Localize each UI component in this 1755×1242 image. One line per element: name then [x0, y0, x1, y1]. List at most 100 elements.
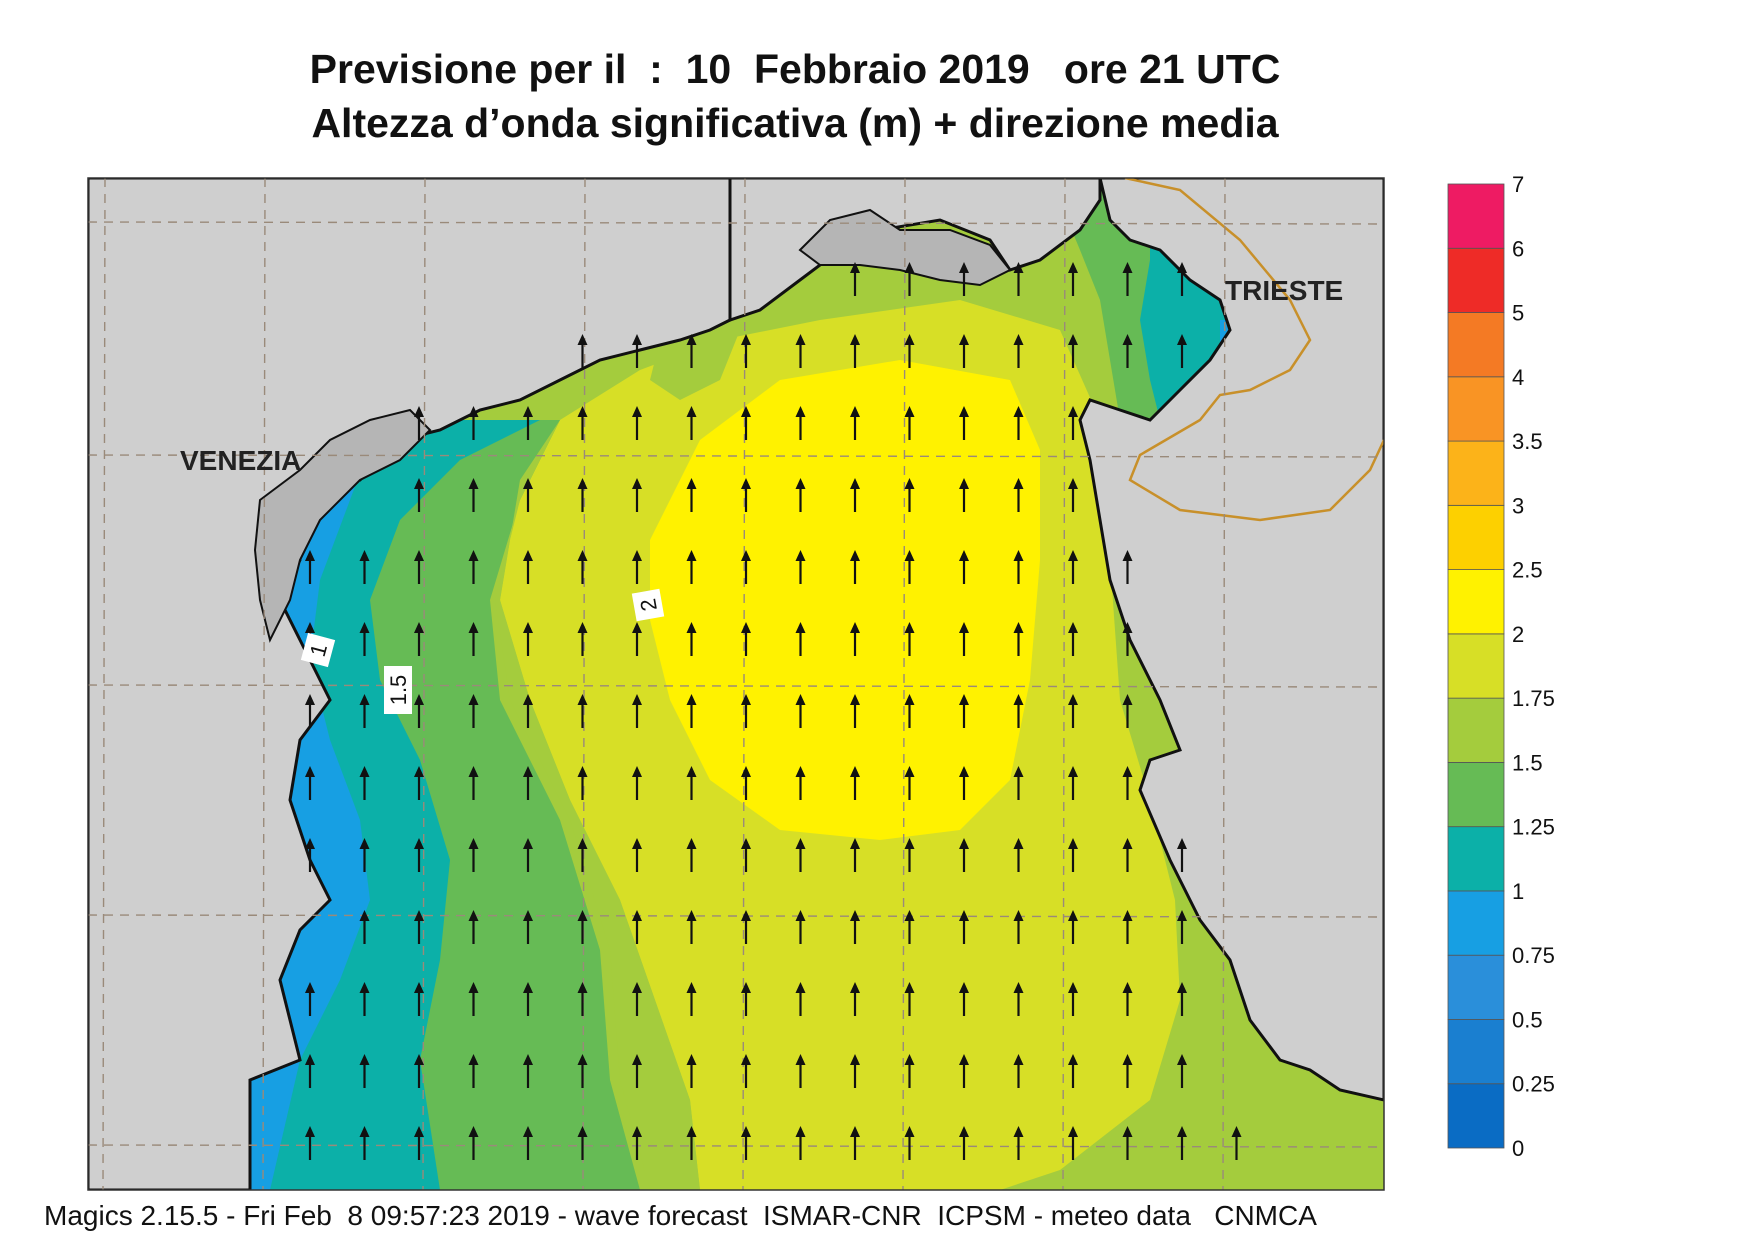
wave-direction-arrow	[1177, 262, 1187, 296]
wave-direction-arrow	[414, 910, 424, 944]
wave-direction-arrow	[414, 478, 424, 512]
wave-direction-arrow	[686, 478, 697, 512]
colorbar-swatch	[1447, 312, 1505, 378]
wave-direction-arrow	[686, 766, 697, 800]
colorbar-tick-label: 3.5	[1512, 429, 1543, 454]
wave-direction-arrow	[1013, 1126, 1024, 1160]
wave-direction-arrow	[1177, 1054, 1187, 1088]
map-area	[88, 178, 1384, 1190]
title-line-1: Previsione per il : 10 Febbraio 2019 ore…	[309, 46, 1281, 92]
wave-direction-arrow	[1177, 334, 1187, 368]
wave-direction-arrow	[632, 622, 642, 656]
wave-direction-arrow	[1068, 406, 1078, 440]
colorbar-tick-label: 4	[1512, 365, 1524, 390]
wave-direction-arrow	[850, 334, 860, 368]
wave-direction-arrow	[468, 1054, 479, 1088]
wave-direction-arrow	[632, 982, 642, 1016]
wave-direction-arrow	[686, 694, 697, 728]
wave-band-1-5-north	[650, 330, 740, 400]
wave-direction-arrow	[904, 694, 915, 728]
wave-direction-arrow	[686, 622, 697, 656]
wave-direction-arrow	[795, 406, 806, 440]
wave-direction-arrow	[305, 694, 315, 728]
wave-direction-arrow	[850, 550, 860, 584]
wave-direction-arrow	[795, 910, 806, 944]
wave-direction-arrow	[959, 766, 969, 800]
colorbar-swatch	[1447, 569, 1505, 635]
colorbar-swatch	[1447, 440, 1505, 506]
wave-direction-arrow	[359, 550, 370, 584]
wave-direction-arrow	[359, 622, 370, 656]
wave-direction-arrow	[577, 550, 588, 584]
wave-direction-arrow	[523, 550, 533, 584]
wave-direction-arrow	[795, 334, 806, 368]
wave-direction-arrow	[795, 478, 806, 512]
wave-direction-arrow	[850, 262, 860, 296]
wave-direction-arrow	[414, 838, 424, 872]
wave-direction-arrow	[1122, 982, 1133, 1016]
wave-direction-arrow	[1068, 910, 1078, 944]
wave-direction-arrow	[904, 982, 915, 1016]
wave-direction-arrow	[904, 766, 915, 800]
wave-direction-arrow	[577, 478, 588, 512]
wave-direction-arrow	[1068, 982, 1078, 1016]
wave-direction-arrow	[523, 838, 533, 872]
wave-direction-arrow	[632, 1054, 642, 1088]
colorbar-swatch	[1447, 1083, 1505, 1149]
wave-direction-arrow	[959, 1126, 969, 1160]
wave-direction-arrow	[1068, 1054, 1078, 1088]
colorbar-tick-label: 1.5	[1512, 750, 1543, 775]
wave-direction-arrow	[686, 334, 697, 368]
wave-direction-arrow	[686, 406, 697, 440]
wave-direction-arrow	[305, 550, 315, 584]
wave-direction-arrow	[414, 766, 424, 800]
wave-direction-arrow	[468, 910, 479, 944]
wave-direction-arrow	[1177, 838, 1187, 872]
wave-direction-arrow	[577, 1054, 588, 1088]
wave-direction-arrow	[1068, 262, 1078, 296]
wave-direction-arrow	[1122, 1054, 1133, 1088]
wave-direction-arrow	[523, 910, 533, 944]
colorbar-tick-label: 1.75	[1512, 686, 1555, 711]
wave-direction-arrow	[1122, 910, 1133, 944]
wave-direction-arrow	[359, 694, 370, 728]
wave-direction-arrow	[904, 478, 915, 512]
wave-direction-arrow	[468, 1126, 479, 1160]
wave-direction-arrow	[577, 838, 588, 872]
wave-direction-arrow	[1177, 1126, 1187, 1160]
colorbar-swatch	[1447, 697, 1505, 763]
wave-direction-arrow	[523, 982, 533, 1016]
wave-direction-arrow	[1013, 550, 1024, 584]
wave-direction-arrow	[1013, 694, 1024, 728]
contour-label-1-5: 1.5	[384, 666, 412, 714]
wave-direction-arrow	[1122, 334, 1133, 368]
country-border	[1124, 178, 1384, 522]
wave-direction-arrow	[523, 478, 533, 512]
wave-direction-arrow	[850, 694, 860, 728]
wave-direction-arrow	[795, 622, 806, 656]
wave-direction-arrow	[795, 982, 806, 1016]
wave-direction-arrow	[686, 550, 697, 584]
wave-direction-arrow	[850, 406, 860, 440]
wave-direction-arrow	[414, 406, 424, 440]
colorbar-tick-label: 2.5	[1512, 558, 1543, 583]
city-label-trieste: TRIESTE	[1225, 275, 1343, 306]
wave-direction-arrow	[741, 1126, 751, 1160]
wave-direction-arrow	[904, 550, 915, 584]
wave-direction-arrow	[1068, 622, 1078, 656]
wave-direction-arrow	[741, 766, 751, 800]
wave-direction-arrow	[850, 766, 860, 800]
wave-direction-arrow	[686, 1054, 697, 1088]
wave-direction-arrow	[1068, 1126, 1078, 1160]
wave-direction-arrow	[795, 694, 806, 728]
wave-direction-arrow	[850, 838, 860, 872]
wave-direction-arrow	[850, 478, 860, 512]
wave-direction-arrow	[1013, 838, 1024, 872]
wave-direction-arrow	[1122, 622, 1133, 656]
land-east	[1078, 178, 1384, 1102]
wave-direction-arrow	[850, 622, 860, 656]
lagoon-venezia	[253, 408, 432, 643]
wave-direction-arrow	[741, 478, 751, 512]
wave-direction-arrow	[959, 550, 969, 584]
colorbar-tick-label: 7	[1512, 172, 1524, 197]
